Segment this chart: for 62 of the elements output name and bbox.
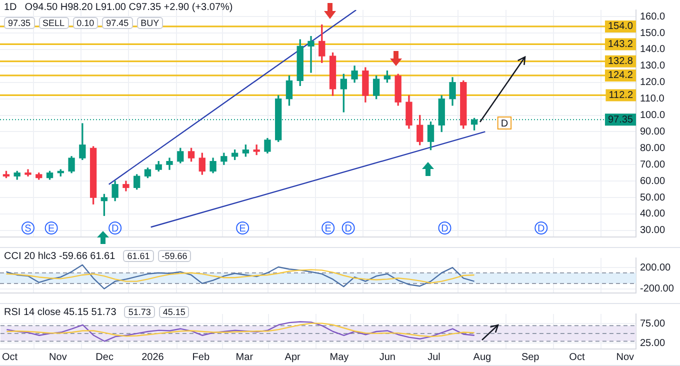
x-tick-label: Nov: [616, 352, 634, 363]
annotation: S: [24, 223, 32, 234]
annotation: E: [324, 223, 332, 234]
x-tick-label: Nov: [49, 352, 67, 363]
x-tick-label: Jun: [379, 352, 396, 363]
x-tick-label: Jul: [428, 352, 440, 363]
ref-line-label: 124.2: [608, 70, 634, 82]
ref-line-label: 97.35: [608, 114, 634, 126]
y-tick-label: 30.00: [640, 225, 666, 236]
y-tick-label: 90.00: [640, 126, 666, 138]
x-tick-label: 2026: [142, 352, 164, 363]
annotation: E: [239, 223, 246, 234]
chart-subtitle: O94.50 H98.20 L91.00 C97.35 +2.90 (+3.07%): [24, 2, 233, 13]
ref-line-label: 154.0: [608, 21, 634, 32]
x-tick-label: Oct: [2, 352, 18, 363]
annotation: D: [500, 118, 508, 130]
x-tick-label: Dec: [96, 352, 114, 363]
y-tick-label: 25.00: [640, 338, 666, 349]
y-tick-label: 100.0: [640, 110, 666, 122]
x-tick-label: Oct: [569, 352, 585, 363]
y-tick-label: 200.00: [640, 262, 672, 274]
y-tick-label: 70.00: [640, 159, 666, 170]
y-tick-label: 140.0: [640, 44, 666, 56]
y-tick-label: 110.0: [640, 94, 665, 105]
ref-line-label: 143.2: [608, 38, 634, 50]
chart-title: 1D: [4, 2, 17, 13]
y-tick-label: 75.00: [640, 318, 666, 330]
y-tick-label: 60.00: [640, 176, 666, 187]
x-tick-label: Apr: [284, 352, 302, 363]
annotation: D: [441, 223, 448, 234]
annotation: 97.45: [102, 17, 133, 29]
x-tick-label: Sep: [521, 352, 540, 363]
annotation: D: [111, 223, 119, 234]
y-tick-label: 160.0: [640, 11, 666, 22]
ref-line-label: 132.8: [608, 56, 634, 68]
annotation: SELL: [38, 17, 69, 29]
annotation: 61.61: [123, 250, 154, 262]
y-tick-label: 150.0: [640, 28, 666, 39]
y-tick-label: 40.00: [640, 208, 666, 220]
annotation: -59.66: [158, 250, 192, 262]
candlestick: [308, 36, 314, 73]
y-tick-label: 80.00: [640, 142, 666, 154]
y-tick-label: -200.00: [640, 284, 674, 295]
x-tick-label: Feb: [192, 352, 210, 363]
ref-line-label: 112.2: [608, 90, 634, 101]
x-tick-label: Mar: [236, 352, 254, 363]
annotation: 51.73: [124, 306, 155, 318]
annotation: BUY: [136, 17, 164, 29]
y-tick-label: 130.0: [640, 60, 666, 72]
annotation: D: [538, 223, 545, 234]
x-tick-label: May: [330, 352, 349, 363]
candlestick: [253, 144, 260, 156]
annotation: 0.10: [72, 17, 98, 29]
annotation: 97.35: [4, 17, 35, 29]
chart-title: CCI 20 hlc3 -59.66 61.61: [4, 251, 116, 262]
x-tick-label: Aug: [473, 352, 492, 363]
chart-title: RSI 14 close 45.15 51.73: [4, 307, 116, 318]
annotation: D: [344, 223, 352, 234]
annotation: 45.15: [158, 306, 190, 318]
annotation: E: [48, 223, 55, 234]
y-tick-label: 50.00: [640, 192, 666, 204]
y-tick-label: 120.0: [640, 77, 666, 88]
